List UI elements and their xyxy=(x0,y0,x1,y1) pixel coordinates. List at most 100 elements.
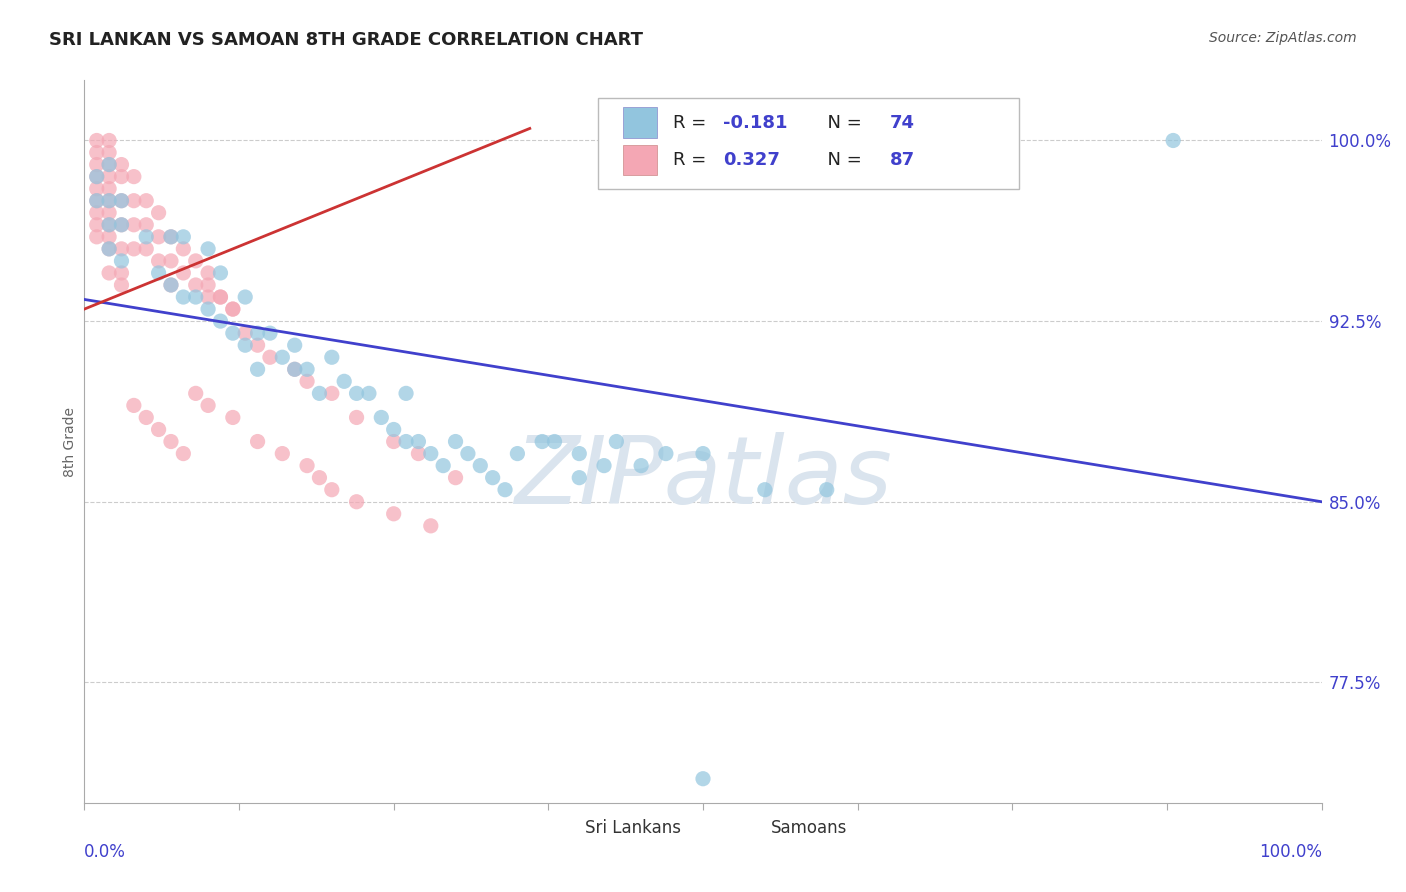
Point xyxy=(160,278,183,293)
Point xyxy=(110,278,132,293)
Point xyxy=(135,218,157,232)
Point xyxy=(135,230,157,244)
Point xyxy=(395,386,418,401)
Point xyxy=(408,434,430,449)
Text: R =: R = xyxy=(673,113,713,131)
Point xyxy=(148,253,170,268)
Point xyxy=(148,266,170,280)
Text: Samoans: Samoans xyxy=(770,819,848,837)
Point xyxy=(135,242,157,256)
Point xyxy=(259,350,281,364)
Point xyxy=(295,362,318,376)
Point xyxy=(98,194,121,208)
Point xyxy=(110,242,132,256)
FancyBboxPatch shape xyxy=(623,107,657,137)
Point xyxy=(148,205,170,219)
Point xyxy=(222,326,245,340)
Point xyxy=(457,446,479,460)
Point xyxy=(568,446,591,460)
Point xyxy=(98,133,121,147)
Point xyxy=(593,458,616,473)
Y-axis label: 8th Grade: 8th Grade xyxy=(63,407,77,476)
Point xyxy=(160,230,183,244)
Point xyxy=(122,218,145,232)
Point xyxy=(481,470,503,484)
Point xyxy=(172,446,194,460)
Point xyxy=(284,362,307,376)
Point xyxy=(271,446,294,460)
Point xyxy=(122,398,145,412)
Point xyxy=(110,194,132,208)
Point xyxy=(98,242,121,256)
Point xyxy=(98,157,121,171)
Point xyxy=(110,218,132,232)
Point xyxy=(160,434,183,449)
Point xyxy=(543,434,565,449)
Point xyxy=(295,374,318,388)
Point xyxy=(233,326,256,340)
Point xyxy=(655,446,678,460)
Point xyxy=(86,194,108,208)
Point xyxy=(184,386,207,401)
Point xyxy=(419,518,441,533)
Point xyxy=(357,386,380,401)
Point xyxy=(271,350,294,364)
Point xyxy=(86,133,108,147)
FancyBboxPatch shape xyxy=(598,98,1018,189)
Text: 0.0%: 0.0% xyxy=(84,843,127,861)
Point xyxy=(98,169,121,184)
Point xyxy=(284,362,307,376)
Point xyxy=(470,458,492,473)
Point xyxy=(382,507,405,521)
Point xyxy=(98,194,121,208)
Point xyxy=(295,458,318,473)
Text: N =: N = xyxy=(815,113,868,131)
Point xyxy=(184,253,207,268)
Text: 0.327: 0.327 xyxy=(723,151,780,169)
Point xyxy=(148,423,170,437)
Point xyxy=(197,266,219,280)
Point xyxy=(98,205,121,219)
Point xyxy=(321,386,343,401)
Text: 100.0%: 100.0% xyxy=(1258,843,1322,861)
Point xyxy=(308,470,330,484)
Point xyxy=(98,145,121,160)
Point xyxy=(815,483,838,497)
Text: -0.181: -0.181 xyxy=(723,113,787,131)
Point xyxy=(86,205,108,219)
Point xyxy=(284,338,307,352)
Point xyxy=(246,326,269,340)
Text: Sri Lankans: Sri Lankans xyxy=(585,819,682,837)
Point xyxy=(408,446,430,460)
Point xyxy=(494,483,516,497)
Point xyxy=(346,410,368,425)
Point xyxy=(110,194,132,208)
Point xyxy=(222,410,245,425)
FancyBboxPatch shape xyxy=(623,145,657,175)
Text: N =: N = xyxy=(815,151,868,169)
Point xyxy=(160,253,183,268)
Point xyxy=(246,362,269,376)
Point xyxy=(148,230,170,244)
Text: R =: R = xyxy=(673,151,713,169)
Point xyxy=(568,470,591,484)
Point xyxy=(86,230,108,244)
Point xyxy=(246,434,269,449)
Point xyxy=(531,434,554,449)
Point xyxy=(209,290,232,304)
Point xyxy=(197,398,219,412)
FancyBboxPatch shape xyxy=(728,817,759,838)
Point xyxy=(160,230,183,244)
Text: ZIPatlas: ZIPatlas xyxy=(515,432,891,524)
Text: Source: ZipAtlas.com: Source: ZipAtlas.com xyxy=(1209,31,1357,45)
Point xyxy=(172,242,194,256)
Point xyxy=(233,290,256,304)
Text: 74: 74 xyxy=(890,113,915,131)
Point xyxy=(98,242,121,256)
Point xyxy=(321,350,343,364)
Point xyxy=(346,386,368,401)
Point xyxy=(444,434,467,449)
Point xyxy=(308,386,330,401)
Point xyxy=(98,181,121,195)
Point xyxy=(197,242,219,256)
